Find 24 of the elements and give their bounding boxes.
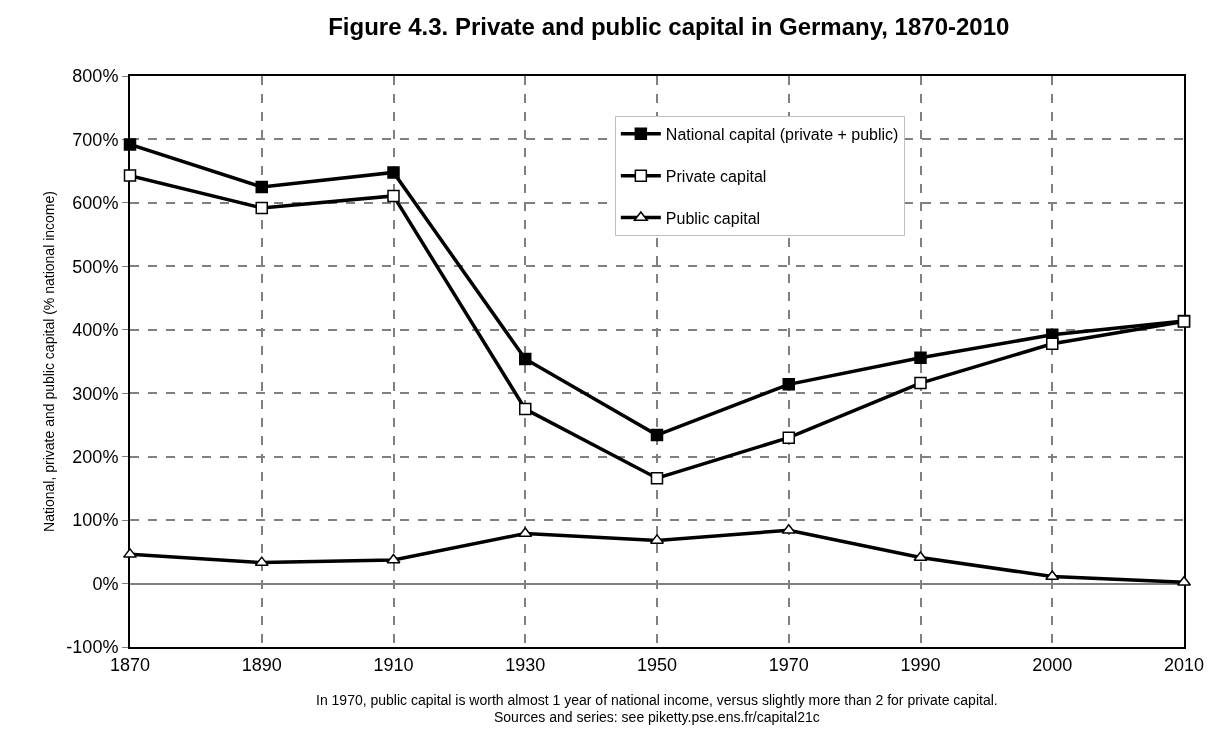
source-note: Sources and series: see piketty.pse.ens.fr/capital21c	[494, 709, 820, 725]
legend-label: Private capital	[665, 167, 767, 185]
x-tick-label: 2000	[1032, 654, 1073, 675]
x-tick-label: 2010	[1163, 654, 1205, 675]
x-tick-label: 1990	[900, 654, 941, 675]
y-tick-label: 500%	[72, 256, 119, 277]
x-tick-label: 1970	[768, 654, 809, 675]
chart-title: Figure 4.3. Private and public capital in Germany, 1870-2010	[328, 13, 1010, 41]
legend-label: Public capital	[665, 209, 761, 227]
legend-label: National capital (private + public)	[665, 126, 899, 144]
y-tick-label: 800%	[72, 66, 119, 87]
x-tick-label: 1950	[636, 654, 678, 675]
y-tick-label: 400%	[72, 320, 119, 341]
y-tick-label: 0%	[92, 573, 119, 594]
y-axis-title: National, private and public capital (% national income)	[41, 191, 58, 532]
text: In 1970, public capital is worth almost 1 year of national income, versus slightly more than 2 for private capital.	[316, 692, 998, 708]
x-tick-label: 1910	[373, 654, 414, 675]
y-tick-label: 300%	[72, 383, 119, 404]
y-tick-label: 700%	[72, 129, 119, 150]
x-tick-label: 1890	[241, 654, 282, 675]
y-tick-label: 200%	[72, 446, 119, 467]
x-tick-label: 1930	[505, 654, 546, 675]
y-tick-label: 100%	[72, 510, 119, 531]
y-tick-label: 600%	[72, 193, 119, 214]
